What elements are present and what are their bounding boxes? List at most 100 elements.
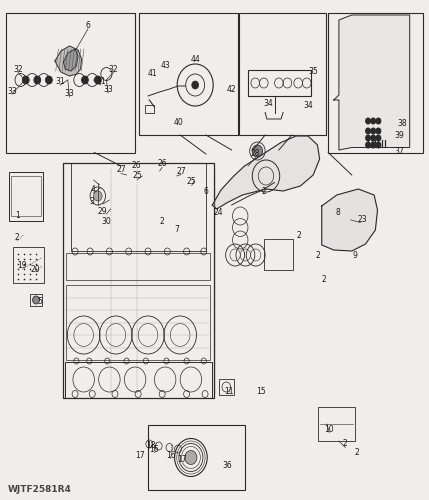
Text: 38: 38 — [398, 120, 407, 128]
Text: WJTF2581R4: WJTF2581R4 — [8, 485, 72, 494]
Bar — [66, 285, 210, 360]
Text: 7: 7 — [175, 224, 180, 234]
Bar — [248, 70, 311, 96]
Bar — [6, 12, 135, 152]
Text: 35: 35 — [308, 66, 318, 76]
Bar — [13, 246, 44, 282]
Circle shape — [365, 128, 371, 134]
Text: 33: 33 — [7, 86, 17, 96]
Text: 3: 3 — [90, 198, 95, 206]
Circle shape — [370, 128, 376, 134]
Text: 27: 27 — [176, 166, 186, 175]
Text: 29: 29 — [97, 206, 107, 216]
Text: 18: 18 — [146, 440, 156, 450]
Text: 31: 31 — [55, 78, 65, 86]
Text: 30: 30 — [102, 216, 111, 226]
Circle shape — [45, 76, 52, 84]
Text: 31: 31 — [96, 78, 106, 86]
Bar — [145, 105, 154, 112]
Circle shape — [82, 76, 88, 84]
Circle shape — [33, 296, 39, 304]
Text: 41: 41 — [148, 70, 157, 78]
Text: 40: 40 — [173, 118, 183, 127]
Text: 32: 32 — [13, 66, 23, 74]
Text: 33: 33 — [65, 90, 74, 98]
Text: 16: 16 — [166, 452, 175, 460]
Bar — [264, 239, 293, 270]
Polygon shape — [63, 49, 78, 71]
Text: 44: 44 — [190, 56, 200, 64]
Circle shape — [365, 142, 371, 148]
Text: 2: 2 — [296, 232, 301, 240]
Text: 19: 19 — [18, 262, 27, 270]
Bar — [318, 407, 355, 441]
Circle shape — [192, 81, 199, 89]
Text: 2: 2 — [15, 234, 20, 242]
Text: 10: 10 — [325, 424, 334, 434]
Circle shape — [375, 142, 381, 148]
Bar — [63, 162, 214, 398]
Text: 25: 25 — [133, 172, 142, 180]
Text: 42: 42 — [227, 86, 236, 94]
Text: 26: 26 — [157, 160, 167, 168]
Bar — [11, 176, 41, 216]
Text: 2: 2 — [315, 250, 320, 260]
Text: 2: 2 — [322, 276, 327, 284]
Text: 32: 32 — [109, 64, 118, 74]
Text: 6: 6 — [85, 20, 91, 30]
Bar — [328, 12, 423, 152]
Text: 2: 2 — [343, 440, 348, 448]
Polygon shape — [212, 136, 320, 209]
Bar — [139, 12, 238, 135]
Text: 8: 8 — [335, 208, 341, 217]
Text: 23: 23 — [358, 214, 367, 224]
Text: 9: 9 — [353, 250, 358, 260]
Text: 1: 1 — [15, 210, 20, 220]
Circle shape — [370, 118, 376, 124]
Bar — [219, 379, 234, 395]
Circle shape — [375, 128, 381, 134]
Text: 2: 2 — [261, 186, 266, 196]
Text: 17: 17 — [136, 452, 145, 460]
Text: 4: 4 — [91, 184, 96, 194]
Text: 6: 6 — [203, 186, 208, 196]
Text: 24: 24 — [214, 208, 224, 217]
Text: 34: 34 — [264, 100, 273, 108]
Text: 37: 37 — [394, 146, 404, 156]
Text: 11: 11 — [224, 386, 234, 396]
Bar — [71, 164, 206, 251]
Circle shape — [22, 76, 29, 84]
Bar — [66, 252, 210, 280]
Bar — [239, 12, 326, 135]
Circle shape — [370, 134, 376, 141]
Text: 2: 2 — [355, 448, 360, 457]
Circle shape — [370, 142, 376, 148]
Circle shape — [34, 76, 41, 84]
Circle shape — [365, 134, 371, 141]
Text: 27: 27 — [116, 166, 126, 174]
Text: 20: 20 — [31, 264, 40, 274]
Text: 5: 5 — [37, 296, 42, 306]
Text: 26: 26 — [132, 162, 141, 170]
Circle shape — [375, 118, 381, 124]
Bar — [30, 294, 42, 306]
Bar — [65, 362, 212, 398]
Polygon shape — [55, 46, 82, 76]
Text: 33: 33 — [103, 86, 113, 94]
Polygon shape — [322, 189, 378, 251]
Text: 36: 36 — [223, 462, 232, 470]
Bar — [9, 172, 43, 221]
Circle shape — [252, 145, 263, 157]
Text: 17: 17 — [178, 456, 187, 464]
Text: 39: 39 — [394, 132, 404, 140]
Text: 28: 28 — [251, 150, 260, 158]
Circle shape — [185, 450, 197, 464]
Text: 43: 43 — [160, 60, 170, 70]
Text: 2: 2 — [160, 216, 165, 226]
Circle shape — [375, 134, 381, 141]
Circle shape — [365, 118, 371, 124]
Text: 34: 34 — [303, 100, 313, 110]
Text: 25: 25 — [187, 178, 196, 186]
Bar — [148, 425, 245, 490]
Circle shape — [94, 76, 101, 84]
